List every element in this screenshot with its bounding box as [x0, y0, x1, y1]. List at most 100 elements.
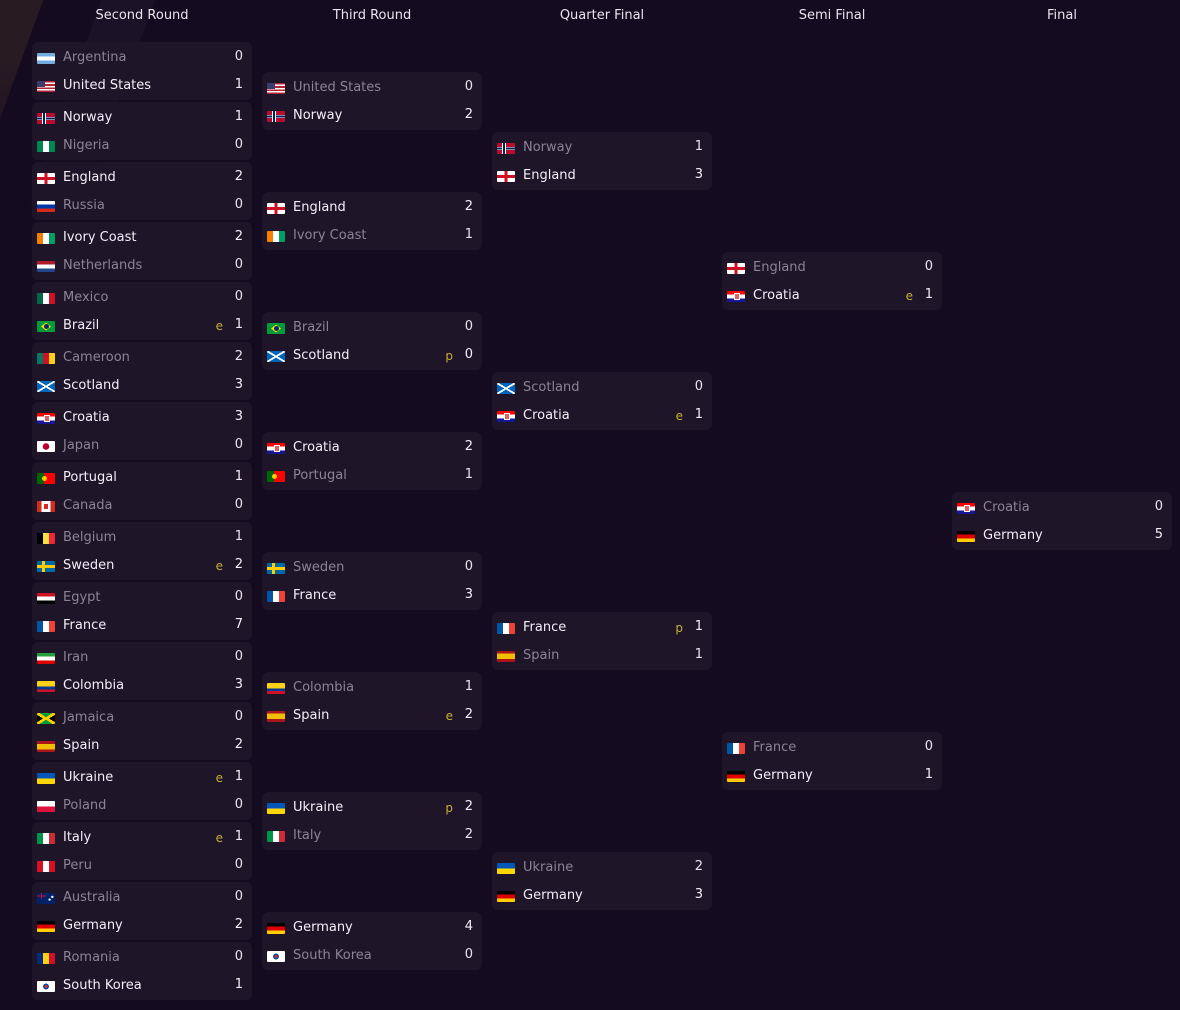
team-row[interactable]: Germany 1: [722, 762, 942, 790]
match-box[interactable]: Scotland 0 Croatia e 1: [492, 372, 712, 430]
match-box[interactable]: Colombia 1 Spain e 2: [262, 672, 482, 730]
team-row[interactable]: Germany 4: [262, 914, 482, 942]
team-row[interactable]: Russia 0: [32, 192, 252, 220]
match-box[interactable]: Italy e 1 Peru 0: [32, 822, 252, 880]
match-box[interactable]: Australia 0 Germany 2: [32, 882, 252, 940]
team-row[interactable]: Germany 2: [32, 912, 252, 940]
team-row[interactable]: Argentina 0: [32, 44, 252, 72]
team-score: 3: [234, 677, 243, 692]
match-box[interactable]: Ukraine 2 Germany 3: [492, 852, 712, 910]
team-row[interactable]: England 2: [32, 164, 252, 192]
team-row[interactable]: England 3: [492, 162, 712, 190]
team-row[interactable]: Colombia 3: [32, 672, 252, 700]
team-row[interactable]: Portugal 1: [262, 462, 482, 490]
team-row[interactable]: Italy e 1: [32, 824, 252, 852]
team-row[interactable]: Netherlands 0: [32, 252, 252, 280]
match-box[interactable]: Jamaica 0 Spain 2: [32, 702, 252, 760]
match-box[interactable]: Brazil 0 Scotland p 0: [262, 312, 482, 370]
match-box[interactable]: England 2 Russia 0: [32, 162, 252, 220]
match-box[interactable]: Iran 0 Colombia 3: [32, 642, 252, 700]
team-score: 1: [694, 407, 703, 422]
team-row[interactable]: Colombia 1: [262, 674, 482, 702]
team-row[interactable]: Croatia 0: [952, 494, 1172, 522]
team-row[interactable]: Cameroon 2: [32, 344, 252, 372]
team-row[interactable]: Belgium 1: [32, 524, 252, 552]
team-row[interactable]: Peru 0: [32, 852, 252, 880]
match-box[interactable]: Romania 0 South Korea 1: [32, 942, 252, 1000]
team-row[interactable]: Germany 5: [952, 522, 1172, 550]
match-box[interactable]: Germany 4 South Korea 0: [262, 912, 482, 970]
match-box[interactable]: Norway 1 England 3: [492, 132, 712, 190]
team-row[interactable]: France 7: [32, 612, 252, 640]
team-row[interactable]: England 0: [722, 254, 942, 282]
team-row[interactable]: Romania 0: [32, 944, 252, 972]
match-box[interactable]: Mexico 0 Brazil e 1: [32, 282, 252, 340]
team-row[interactable]: Canada 0: [32, 492, 252, 520]
team-row[interactable]: Norway 1: [492, 134, 712, 162]
match-box[interactable]: United States 0 Norway 2: [262, 72, 482, 130]
team-row[interactable]: Ivory Coast 1: [262, 222, 482, 250]
team-row[interactable]: Jamaica 0: [32, 704, 252, 732]
match-box[interactable]: Croatia 2 Portugal 1: [262, 432, 482, 490]
team-row[interactable]: Sweden e 2: [32, 552, 252, 580]
match-box[interactable]: Croatia 0 Germany 5: [952, 492, 1172, 550]
team-row[interactable]: Japan 0: [32, 432, 252, 460]
team-row[interactable]: Australia 0: [32, 884, 252, 912]
team-row[interactable]: United States 1: [32, 72, 252, 100]
match-box[interactable]: France p 1 Spain 1: [492, 612, 712, 670]
team-row[interactable]: Sweden 0: [262, 554, 482, 582]
team-row[interactable]: Nigeria 0: [32, 132, 252, 160]
team-row[interactable]: United States 0: [262, 74, 482, 102]
team-name: Scotland: [293, 348, 350, 363]
team-row[interactable]: South Korea 0: [262, 942, 482, 970]
match-box[interactable]: Argentina 0 United States 1: [32, 42, 252, 100]
team-row[interactable]: Norway 2: [262, 102, 482, 130]
flag-sc-icon: [497, 383, 515, 394]
team-row[interactable]: Italy 2: [262, 822, 482, 850]
team-row[interactable]: Spain 1: [492, 642, 712, 670]
match-box[interactable]: France 0 Germany 1: [722, 732, 942, 790]
team-row[interactable]: Spain e 2: [262, 702, 482, 730]
team-row[interactable]: Ukraine p 2: [262, 794, 482, 822]
team-row[interactable]: France p 1: [492, 614, 712, 642]
team-row[interactable]: Portugal 1: [32, 464, 252, 492]
team-row[interactable]: Brazil 0: [262, 314, 482, 342]
team-row[interactable]: South Korea 1: [32, 972, 252, 1000]
penalties-marker: p: [445, 349, 453, 363]
team-row[interactable]: Croatia e 1: [492, 402, 712, 430]
team-row[interactable]: Brazil e 1: [32, 312, 252, 340]
match-box[interactable]: Portugal 1 Canada 0: [32, 462, 252, 520]
team-row[interactable]: Egypt 0: [32, 584, 252, 612]
team-row[interactable]: Spain 2: [32, 732, 252, 760]
match-box[interactable]: Ivory Coast 2 Netherlands 0: [32, 222, 252, 280]
match-box[interactable]: Egypt 0 France 7: [32, 582, 252, 640]
team-row[interactable]: England 2: [262, 194, 482, 222]
match-box[interactable]: England 0 Croatia e 1: [722, 252, 942, 310]
match-box[interactable]: Norway 1 Nigeria 0: [32, 102, 252, 160]
match-box[interactable]: Ukraine e 1 Poland 0: [32, 762, 252, 820]
team-row[interactable]: Poland 0: [32, 792, 252, 820]
team-row[interactable]: France 3: [262, 582, 482, 610]
team-row[interactable]: France 0: [722, 734, 942, 762]
team-row[interactable]: Scotland p 0: [262, 342, 482, 370]
team-row[interactable]: Norway 1: [32, 104, 252, 132]
match-box[interactable]: England 2 Ivory Coast 1: [262, 192, 482, 250]
team-score: 1: [694, 647, 703, 662]
team-row[interactable]: Scotland 0: [492, 374, 712, 402]
team-row[interactable]: Ukraine e 1: [32, 764, 252, 792]
team-row[interactable]: Iran 0: [32, 644, 252, 672]
team-row[interactable]: Ukraine 2: [492, 854, 712, 882]
match-box[interactable]: Croatia 3 Japan 0: [32, 402, 252, 460]
team-row[interactable]: Croatia 2: [262, 434, 482, 462]
match-box[interactable]: Belgium 1 Sweden e 2: [32, 522, 252, 580]
flag-ci-icon: [267, 231, 285, 242]
team-row[interactable]: Ivory Coast 2: [32, 224, 252, 252]
match-box[interactable]: Cameroon 2 Scotland 3: [32, 342, 252, 400]
team-row[interactable]: Germany 3: [492, 882, 712, 910]
match-box[interactable]: Sweden 0 France 3: [262, 552, 482, 610]
team-row[interactable]: Croatia 3: [32, 404, 252, 432]
team-row[interactable]: Croatia e 1: [722, 282, 942, 310]
match-box[interactable]: Ukraine p 2 Italy 2: [262, 792, 482, 850]
team-row[interactable]: Mexico 0: [32, 284, 252, 312]
team-row[interactable]: Scotland 3: [32, 372, 252, 400]
